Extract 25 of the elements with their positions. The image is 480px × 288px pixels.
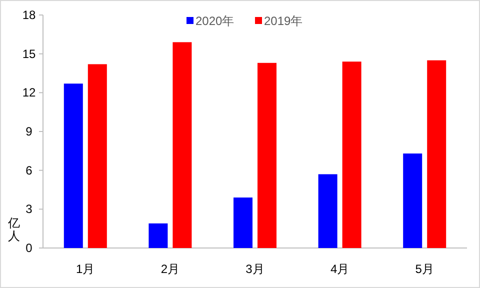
y-tick-label: 0	[26, 241, 33, 255]
y-axis-title: 亿人	[7, 216, 20, 243]
bar	[258, 62, 276, 248]
bar	[234, 198, 252, 248]
y-tick-label: 9	[26, 124, 33, 138]
legend-label: 2019年	[264, 14, 303, 28]
x-tick-label: 4月	[330, 262, 350, 276]
x-tick-label: 3月	[246, 262, 264, 276]
x-tick-label: 5月	[415, 262, 434, 276]
bar	[403, 154, 422, 248]
bar	[318, 174, 338, 248]
legend-label: 2020年	[196, 14, 234, 28]
y-tick-label: 15	[22, 46, 36, 61]
y-tick-label: 6	[26, 163, 33, 178]
bar	[64, 84, 83, 248]
bar	[427, 60, 446, 248]
x-tick-label: 1月	[76, 262, 95, 276]
y-tick-label: 3	[26, 202, 33, 216]
bar	[148, 223, 168, 248]
bar	[342, 62, 362, 248]
y-tick-label: 12	[22, 86, 36, 100]
x-tick-label: 2月	[160, 262, 180, 276]
bar	[88, 64, 107, 248]
bar	[172, 42, 192, 248]
y-tick-label: 18	[22, 8, 36, 22]
